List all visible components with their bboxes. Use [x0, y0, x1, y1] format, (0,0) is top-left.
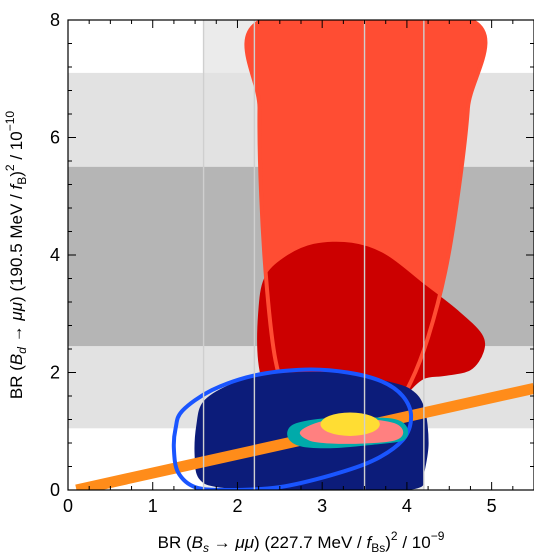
- x-tick-label: 3: [317, 496, 327, 516]
- region-yellow: [320, 412, 380, 436]
- x-tick-label: 0: [63, 496, 73, 516]
- y-tick-label: 4: [50, 245, 60, 265]
- x-tick-label: 5: [487, 496, 497, 516]
- x-tick-label: 2: [232, 496, 242, 516]
- vertical-line-layer: [202, 20, 425, 490]
- x-tick-label: 1: [148, 496, 158, 516]
- region-blue-outline: [171, 367, 414, 490]
- y-axis-title: BR (Bd → μμ) (190.5 MeV / fB)2 / 10−10: [3, 111, 29, 399]
- y-tick-label: 6: [50, 128, 60, 148]
- x-axis-title: BR (Bs → μμ) (227.7 MeV / fBs)2 / 10−9: [158, 529, 445, 555]
- tick-layer: 0 1 2 3 4 5 0 2 4 6 8: [50, 10, 534, 516]
- y-tick-label: 2: [50, 363, 60, 383]
- y-tick-label: 8: [50, 10, 60, 30]
- y-tick-label: 0: [50, 480, 60, 500]
- region-layer: [75, 20, 534, 490]
- x-tick-label: 4: [402, 496, 412, 516]
